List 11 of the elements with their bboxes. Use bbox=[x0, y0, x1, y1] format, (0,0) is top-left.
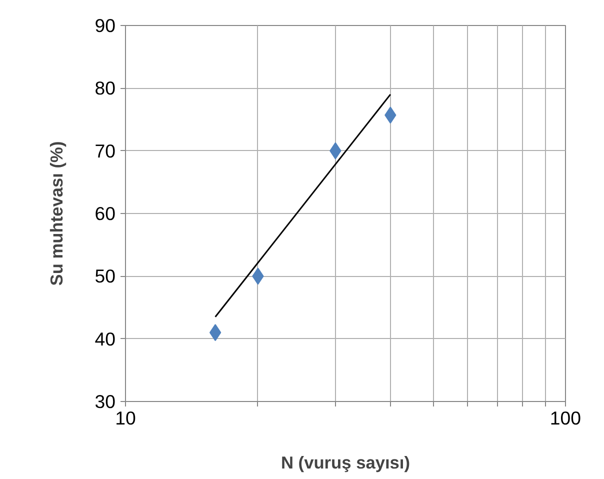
y-tick-label: 30 bbox=[94, 391, 116, 412]
y-tick-label: 80 bbox=[94, 78, 116, 99]
y-tick-label: 60 bbox=[94, 203, 116, 224]
x-tick-label: 10 bbox=[115, 408, 136, 428]
y-tick-label: 70 bbox=[94, 140, 116, 162]
y-tick-label: 50 bbox=[94, 266, 116, 287]
x-tick-label: 100 bbox=[550, 408, 582, 428]
y-axis-title: Su muhtevası (%) bbox=[46, 141, 67, 286]
y-tick-label: 40 bbox=[94, 328, 116, 350]
y-tick-label: 90 bbox=[94, 15, 116, 36]
x-axis-title: N (vuruş sayısı) bbox=[280, 452, 410, 472]
